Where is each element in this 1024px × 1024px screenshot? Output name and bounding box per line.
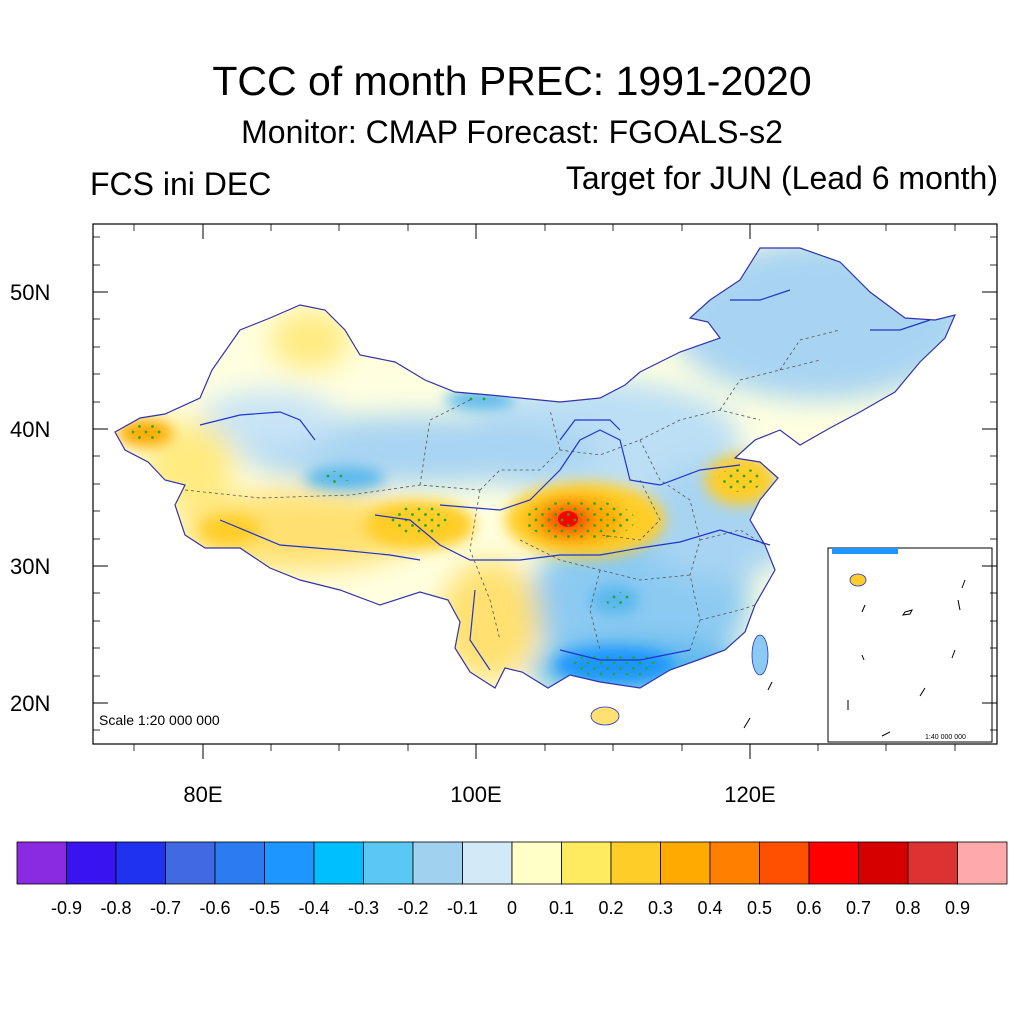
map-title: TCC of month PREC: 1991-2020	[212, 58, 812, 104]
colorbar-swatch	[808, 841, 859, 885]
scale-label: Scale 1:20 000 000	[99, 712, 220, 728]
colorbar-swatch	[907, 841, 958, 885]
colorbar-label: 0.6	[796, 898, 821, 918]
colorbar-label: -0.5	[249, 898, 280, 918]
hainan	[590, 706, 620, 726]
colorbar-label: 0.5	[747, 898, 772, 918]
colorbar-label: 0.7	[846, 898, 871, 918]
minor-ticks	[93, 224, 997, 751]
colorbar-swatch	[16, 841, 67, 885]
colorbar-swatch	[858, 841, 909, 885]
colorbar-label: 0	[507, 898, 517, 918]
rivers	[199, 289, 931, 671]
colorbar-swatch	[957, 841, 1008, 885]
colorbar-label: -0.6	[199, 898, 230, 918]
lon-label-120e: 120E	[724, 782, 775, 807]
colorbar-swatch	[363, 841, 414, 885]
colorbar: -0.9 -0.8 -0.7 -0.6 -0.5 -0.4 -0.3 -0.2 -0.1 0 0.1…	[16, 841, 1008, 918]
colorbar-swatch	[214, 841, 265, 885]
lat-label-50n: 50N	[10, 280, 50, 305]
initialization-label: FCS ini DEC	[90, 166, 272, 202]
colorbar-swatch	[462, 841, 513, 885]
colorbar-label: 0.3	[648, 898, 673, 918]
colorbar-swatch	[610, 841, 661, 885]
colorbar-swatch	[759, 841, 810, 885]
target-label: Target for JUN (Lead 6 month)	[565, 160, 998, 196]
colorbar-swatch	[264, 841, 315, 885]
island-marks	[743, 681, 773, 729]
colorbar-label: -0.3	[348, 898, 379, 918]
colorbar-swatch	[561, 841, 612, 885]
map-subtitle: Monitor: CMAP Forecast: FGOALS-s2	[241, 114, 783, 150]
significance-stippling	[127, 393, 762, 677]
south-china-sea-inset: 1:40 000 000	[827, 547, 993, 743]
colorbar-label: -0.2	[397, 898, 428, 918]
colorbar-swatch	[313, 841, 364, 885]
colorbar-swatch	[115, 841, 166, 885]
colorbar-label: 0.2	[598, 898, 623, 918]
colorbar-label: 0.1	[549, 898, 574, 918]
lat-label-40n: 40N	[10, 417, 50, 442]
lat-label-20n: 20N	[10, 691, 50, 716]
colorbar-label: -0.1	[447, 898, 478, 918]
lon-label-100e: 100E	[450, 782, 501, 807]
colorbar-label: -0.7	[150, 898, 181, 918]
colorbar-label: -0.8	[100, 898, 131, 918]
colorbar-label: 0.8	[895, 898, 920, 918]
colorbar-label: 0.4	[697, 898, 722, 918]
colorbar-swatch	[660, 841, 711, 885]
axis-ticks	[93, 224, 997, 759]
province-boundaries	[184, 329, 841, 651]
colorbar-swatch	[412, 841, 463, 885]
colorbar-label: 0.9	[945, 898, 970, 918]
colorbar-label: -0.4	[298, 898, 329, 918]
colorbar-swatch	[709, 841, 760, 885]
lon-label-80e: 80E	[183, 782, 222, 807]
lat-label-30n: 30N	[10, 554, 50, 579]
colorbar-label: -0.9	[51, 898, 82, 918]
colorbar-swatch	[66, 841, 117, 885]
taiwan	[751, 634, 769, 676]
inset-scale: 1:40 000 000	[925, 734, 966, 741]
colorbar-swatch	[165, 841, 216, 885]
colorbar-swatch	[511, 841, 562, 885]
